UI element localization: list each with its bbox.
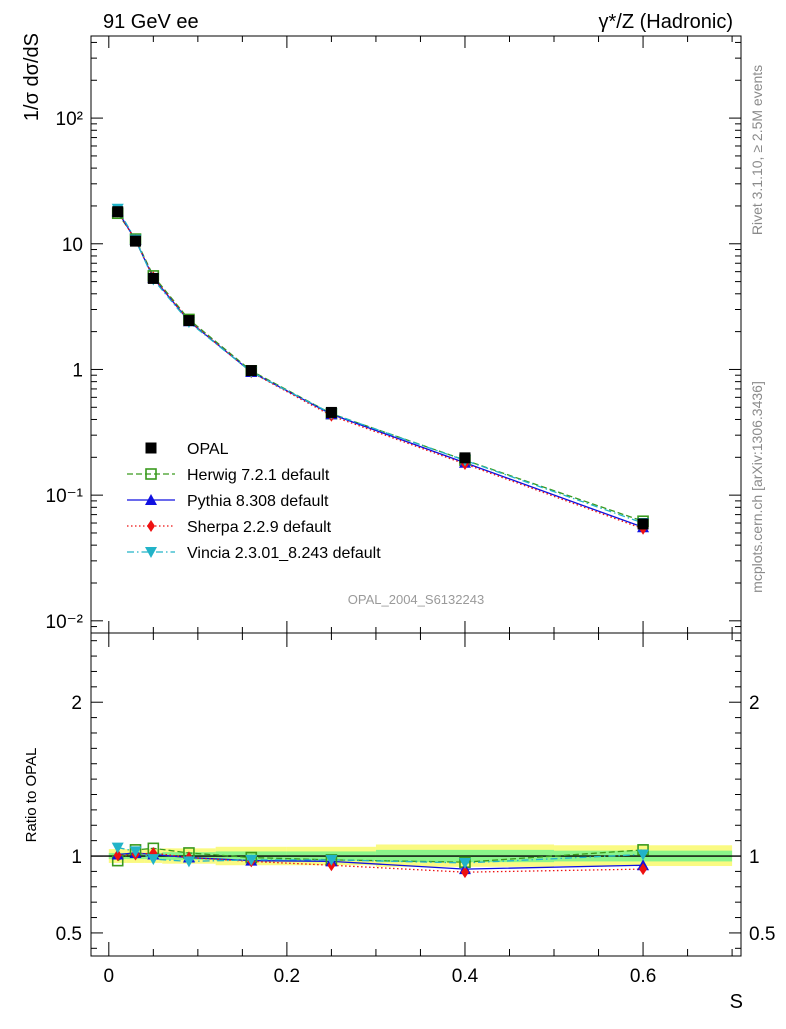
legend-label-sherpa: Sherpa 2.2.9 default (187, 519, 332, 536)
ratio-panel: 0.5 0.5 1 1 2 2 0 0.2 0.4 0.6 (56, 632, 775, 987)
mcplots-label: mcplots.cern.ch [arXiv:1306.3436] (749, 381, 765, 593)
main-frame (90, 35, 742, 634)
legend-marker-vincia (145, 547, 157, 558)
vincia-ratio-point (147, 854, 160, 866)
process-label: γ*/Z (Hadronic) (599, 11, 733, 33)
data-main-point (325, 406, 337, 418)
legend-marker-pythia (145, 494, 157, 505)
legend-marker-herwig (145, 468, 157, 480)
main-y-axis-label: 1/σ dσ/dS (21, 33, 43, 121)
main-panel: 10⁻² 10⁻¹ 1 10 10² OPAL Herwig 7.2.1 default Py… (46, 35, 742, 634)
main-y-tick-label: 10 (62, 235, 83, 256)
vincia-ratio-point (182, 856, 195, 868)
ratio-y-tick-label: 2 (71, 693, 82, 714)
analysis-tag: OPAL_2004_S6132243 (348, 592, 484, 607)
data-main-point (130, 235, 142, 247)
ratio-y-tick-label-right: 1 (749, 847, 760, 868)
x-tick-label: 0.2 (274, 966, 300, 987)
vincia-main-line (117, 208, 644, 524)
energy-label: 91 GeV ee (103, 11, 199, 33)
main-y-tick-label: 10⁻¹ (46, 486, 84, 507)
main-y-tick-label: 10² (56, 109, 83, 130)
legend-label-pythia: Pythia 8.308 default (187, 493, 329, 510)
vincia-ratio-point (245, 854, 258, 866)
ratio-y-tick-label-right: 0.5 (749, 924, 775, 945)
legend-label-data: OPAL (187, 441, 229, 458)
x-tick-label: 0.4 (452, 966, 479, 987)
data-main-point (637, 518, 649, 530)
main-y-tick-label: 10⁻² (46, 612, 84, 633)
vincia-ratio-point (637, 849, 650, 861)
x-tick-label: 0.6 (630, 966, 656, 987)
sherpa-ratio-point (113, 849, 122, 862)
x-axis-label: S (730, 991, 743, 1013)
legend-label-herwig: Herwig 7.2.1 default (187, 467, 330, 484)
data-main-point (147, 272, 159, 284)
vincia-ratio-point (458, 857, 471, 869)
data-main-point (112, 206, 124, 218)
data-main-point (183, 315, 195, 327)
ratio-y-tick-label: 1 (71, 847, 82, 868)
x-tick-label: 0 (104, 966, 115, 987)
vincia-ratio-point (325, 854, 338, 866)
rivet-version-label: Rivet 3.1.10, ≥ 2.5M events (749, 65, 765, 235)
legend-marker-sherpa (147, 520, 155, 532)
sherpa-ratio-point (639, 863, 648, 876)
main-y-tick-label: 1 (72, 360, 83, 381)
data-main-point (459, 452, 471, 464)
vincia-ratio-point (111, 842, 124, 854)
vincia-ratio-point (129, 846, 142, 858)
legend-marker-data (145, 442, 157, 454)
legend-label-vincia: Vincia 2.3.01_8.243 default (187, 545, 381, 562)
ratio-y-axis-label: Ratio to OPAL (23, 748, 40, 843)
text-layer: 91 GeV ee γ*/Z (Hadronic) 1/σ dσ/dS Rati… (21, 11, 765, 1013)
ratio-y-tick-label-right: 2 (749, 693, 760, 714)
ratio-y-tick-label: 0.5 (56, 924, 82, 945)
ratio-frame (90, 632, 742, 957)
sherpa-ratio-point (460, 866, 469, 879)
data-main-point (245, 365, 257, 377)
